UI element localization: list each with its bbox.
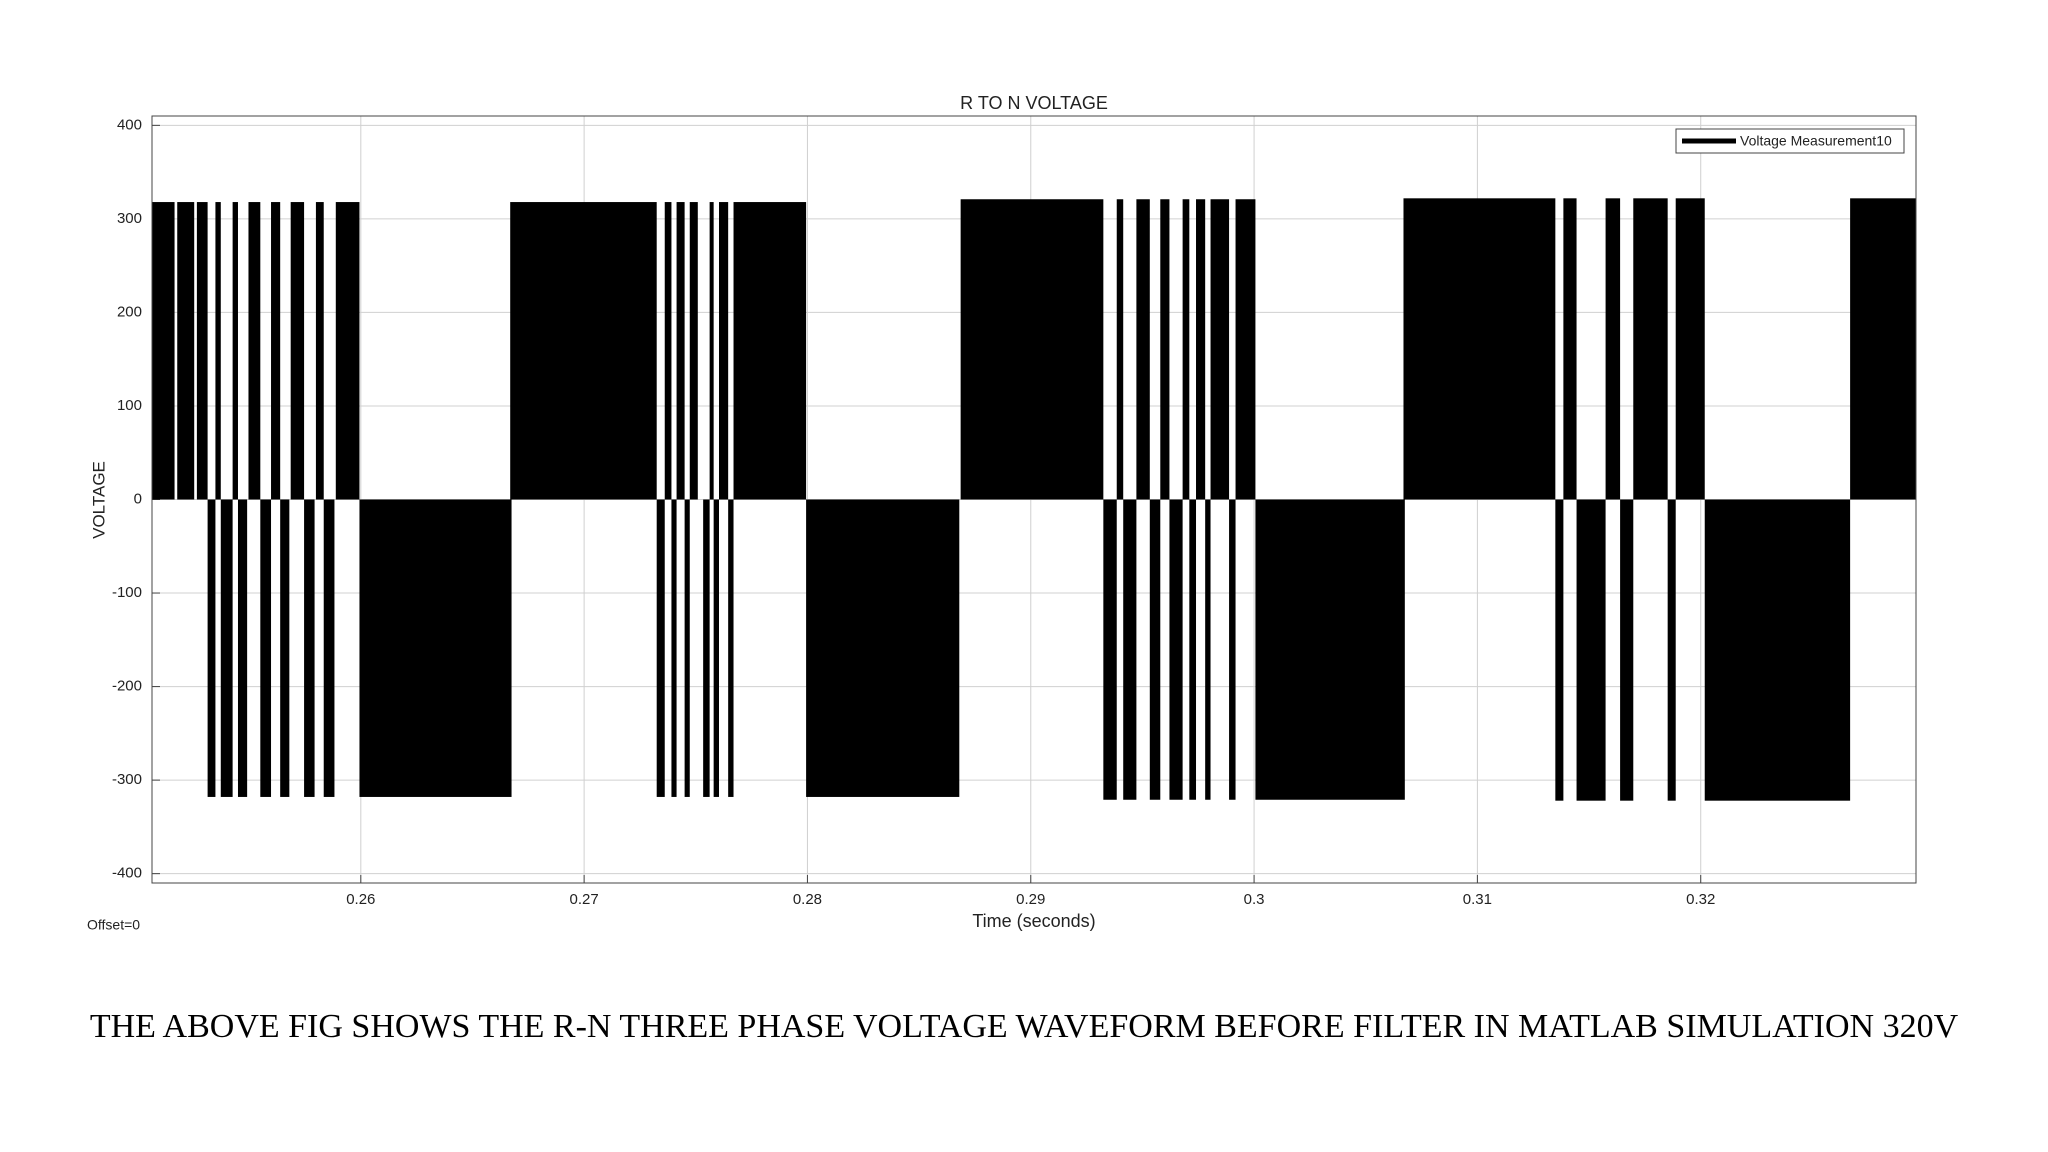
x-tick-label: 0.3 [1244, 891, 1265, 908]
pulse [1196, 199, 1206, 500]
pulse [733, 202, 807, 500]
pulse [1555, 499, 1564, 801]
pulse [713, 499, 720, 797]
plot-frame [151, 115, 1917, 884]
pulse [1605, 198, 1621, 500]
pulse [1403, 198, 1556, 500]
pulse [1182, 199, 1190, 500]
pulse [664, 202, 672, 500]
pulse [684, 499, 690, 797]
x-tick-label: 0.28 [793, 891, 822, 908]
pulse [177, 202, 195, 500]
pulse [1169, 499, 1183, 800]
pulse [728, 499, 734, 797]
pulse [335, 202, 360, 500]
pulse [1850, 198, 1916, 500]
y-tick-label: -200 [112, 678, 142, 695]
pulse [280, 499, 290, 797]
pulse [220, 499, 233, 797]
pulse [1576, 499, 1606, 801]
pulse [207, 499, 216, 797]
caption: THE ABOVE FIG SHOWS THE R-N THREE PHASE … [90, 1008, 1959, 1045]
pulse [1620, 499, 1634, 801]
pulse [1136, 199, 1150, 500]
pulse [271, 202, 281, 500]
pulse [237, 499, 248, 797]
y-tick-label: -100 [112, 584, 142, 601]
pulse [1123, 499, 1137, 800]
y-tick-label: 100 [117, 397, 142, 414]
legend-label: Voltage Measurement10 [1740, 133, 1892, 149]
offset-note: Offset=0 [87, 917, 140, 933]
y-tick-label: -300 [112, 771, 142, 788]
pulse [359, 499, 512, 797]
pulse [215, 202, 221, 500]
y-tick-label: 200 [117, 303, 142, 320]
pulse [689, 202, 698, 500]
chart-title: R TO N VOLTAGE [960, 93, 1108, 113]
x-tick-label: 0.27 [570, 891, 599, 908]
pulse [290, 202, 305, 500]
pulse [1667, 499, 1676, 801]
pulse [1704, 499, 1851, 801]
pulse [315, 202, 324, 500]
pulse [1633, 198, 1668, 500]
y-axis-label: VOLTAGE [89, 461, 108, 539]
y-tick-label: 400 [117, 116, 142, 133]
pulse [1103, 499, 1117, 800]
pulse [1255, 499, 1405, 800]
x-tick-label: 0.29 [1016, 891, 1045, 908]
pulse [323, 499, 335, 797]
pulse [304, 499, 315, 797]
pulse [1189, 499, 1197, 800]
pulse [709, 202, 714, 500]
pulse [1210, 199, 1230, 500]
pulse [656, 499, 665, 797]
y-tick-label: 300 [117, 210, 142, 227]
pulse [510, 202, 657, 500]
pulse [1235, 199, 1256, 500]
pulse [232, 202, 238, 500]
y-tick-label: 0 [134, 490, 142, 507]
pulse [1205, 499, 1211, 800]
pulse [196, 202, 208, 500]
pulse [260, 499, 272, 797]
pulse [248, 202, 261, 500]
x-tick-label: 0.32 [1686, 891, 1715, 908]
pulse [806, 499, 960, 797]
y-tick-label: -400 [112, 865, 142, 882]
pulse [960, 199, 1104, 500]
pulse [676, 202, 685, 500]
pulse [152, 202, 175, 500]
pulse [1149, 499, 1161, 800]
pulse [1563, 198, 1577, 500]
x-tick-label: 0.31 [1463, 891, 1492, 908]
pulse [703, 499, 710, 797]
pulse [1160, 199, 1170, 500]
x-axis-label: Time (seconds) [972, 911, 1095, 931]
pulse [1116, 199, 1124, 500]
pulse [1229, 499, 1236, 800]
x-tick-label: 0.26 [346, 891, 375, 908]
pulse [671, 499, 677, 797]
pulse [719, 202, 729, 500]
pulse [1675, 198, 1705, 500]
